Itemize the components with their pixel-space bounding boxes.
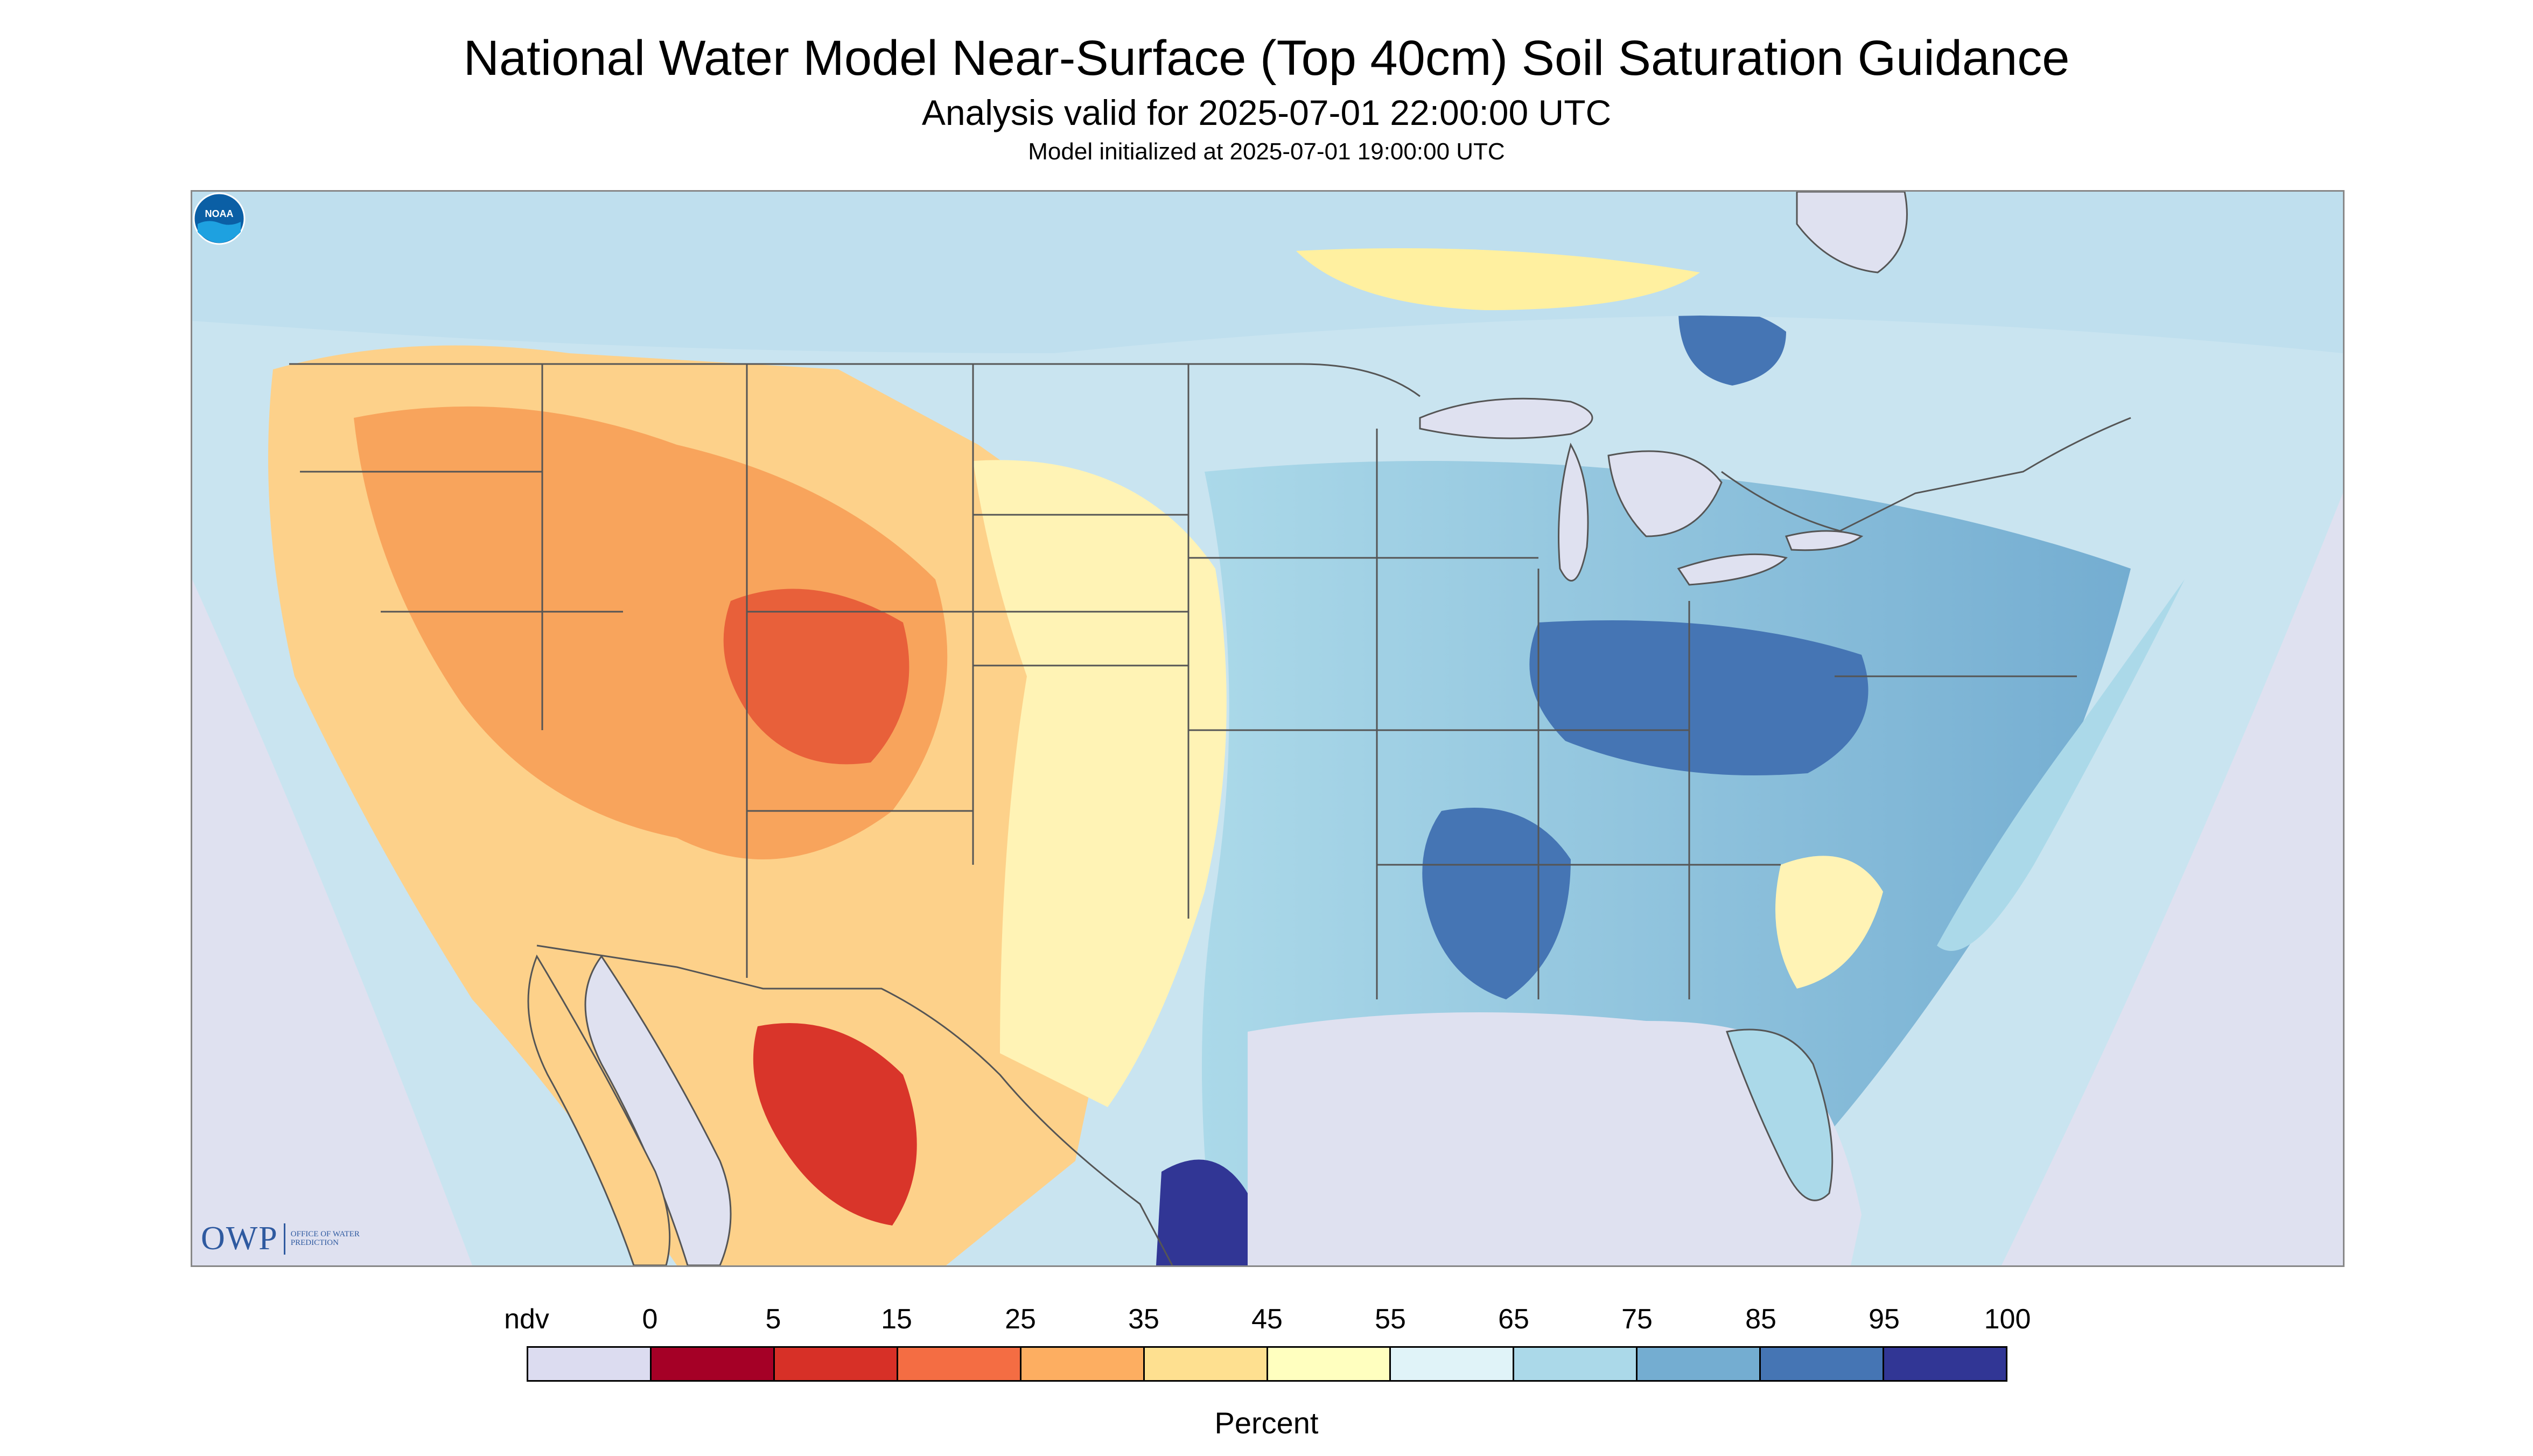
model-init-time: Model initialized at 2025-07-01 19:00:00…	[1028, 138, 1505, 165]
legend-swatch-6	[1268, 1348, 1391, 1380]
legend-swatch-8	[1514, 1348, 1638, 1380]
legend-tick-100: 100	[1984, 1304, 2031, 1335]
owp-logo-divider	[283, 1223, 285, 1255]
region-ohio-valley-wet	[1529, 620, 1869, 775]
legend-tick-45: 45	[1251, 1304, 1283, 1335]
lake-ontario	[1785, 530, 1864, 551]
florida-peninsula	[1725, 1028, 1834, 1201]
region-southeast-yellow	[1775, 856, 1883, 989]
legend-swatch-10	[1761, 1348, 1885, 1380]
legend-units-label: Percent	[1214, 1406, 1319, 1440]
us-mexico-border	[536, 944, 1173, 1265]
legend-swatch-4	[1021, 1348, 1145, 1380]
map-title: National Water Model Near-Surface (Top 4…	[463, 31, 2070, 86]
owp-logo-mark: OWP	[201, 1220, 278, 1257]
hudson-bay-area	[1796, 192, 1908, 274]
gulf-of-california	[584, 955, 732, 1265]
legend-swatch-2	[774, 1348, 898, 1380]
region-canada-yellow-band	[1296, 248, 1700, 310]
region-plains-yellow	[973, 460, 1227, 1107]
region-mississippi-wet	[1422, 808, 1571, 999]
legend-tick-25: 25	[1005, 1304, 1036, 1335]
soil-saturation-map: OWP OFFICE OF WATER PREDICTION NOAA	[191, 190, 2345, 1267]
color-legend-bar	[527, 1346, 2007, 1382]
state-lines-east	[1187, 364, 2077, 999]
legend-swatch-7	[1391, 1348, 1515, 1380]
legend-tick-85: 85	[1745, 1304, 1776, 1335]
legend-swatch-11	[1884, 1348, 2006, 1380]
legend-tick-ndv: ndv	[504, 1304, 549, 1335]
map-canvas	[192, 192, 2343, 1265]
legend-swatch-5	[1144, 1348, 1268, 1380]
region-rockies-red	[723, 589, 909, 765]
noaa-logo-text: NOAA	[205, 208, 234, 219]
east-coast-strip	[1937, 579, 2185, 951]
gulf-of-mexico	[1248, 1012, 1862, 1265]
owp-logo-text: OFFICE OF WATER PREDICTION	[290, 1229, 360, 1247]
legend-swatch-0	[528, 1348, 652, 1380]
political-borders	[289, 363, 2131, 1265]
lake-erie	[1677, 553, 1788, 586]
state-lines-west	[300, 364, 1188, 978]
legend-tick-65: 65	[1498, 1304, 1529, 1335]
legend-tick-5: 5	[765, 1304, 781, 1335]
legend-tick-55: 55	[1375, 1304, 1406, 1335]
legend-swatch-3	[898, 1348, 1021, 1380]
legend-tick-35: 35	[1128, 1304, 1159, 1335]
lake-michigan	[1558, 443, 1589, 582]
legend-swatch-1	[651, 1348, 775, 1380]
region-ontario-wet	[1678, 307, 1786, 386]
legend-tick-15: 15	[881, 1304, 912, 1335]
us-canada-border	[289, 363, 2131, 532]
legend-tick-75: 75	[1621, 1304, 1653, 1335]
noaa-logo-icon: NOAA	[193, 192, 246, 245]
region-texas-coast-wet	[1156, 1159, 1248, 1265]
lake-superior	[1419, 397, 1593, 439]
lake-huron	[1607, 450, 1723, 537]
map-subtitle: Analysis valid for 2025-07-01 22:00:00 U…	[921, 93, 1612, 132]
atlantic-ocean	[2002, 493, 2343, 1265]
region-mexico-red	[753, 1023, 917, 1226]
legend-tick-0: 0	[642, 1304, 658, 1335]
owp-logo: OWP OFFICE OF WATER PREDICTION	[201, 1220, 361, 1258]
legend-tick-95: 95	[1869, 1304, 1900, 1335]
baja-california	[527, 954, 671, 1265]
legend-swatch-9	[1638, 1348, 1761, 1380]
